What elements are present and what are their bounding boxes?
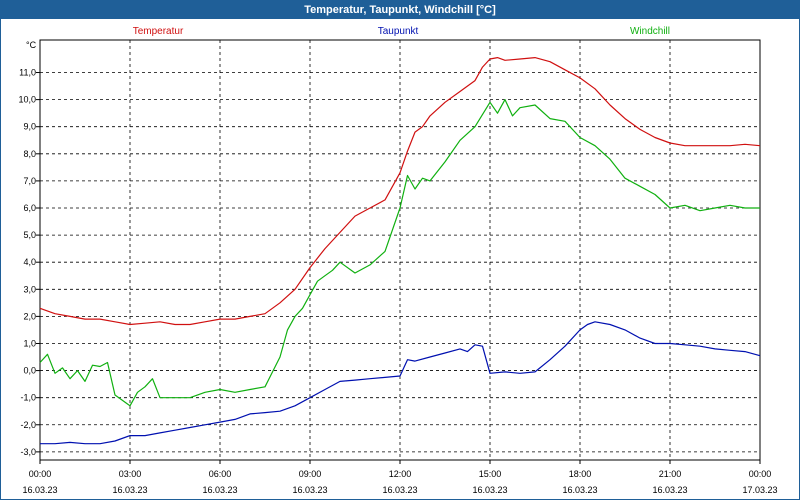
legend-windchill: Windchill <box>630 26 670 37</box>
legend: Temperatur Taupunkt Windchill <box>133 26 670 37</box>
y-tick-label: 10,0 <box>18 95 36 105</box>
y-tick-label: 4,0 <box>23 257 36 267</box>
x-tick-date: 16.03.23 <box>22 485 57 495</box>
x-tick-time: 21:00 <box>659 469 682 479</box>
x-tick-date: 16.03.23 <box>382 485 417 495</box>
y-tick-label: 0,0 <box>23 366 36 376</box>
x-tick-date: 16.03.23 <box>112 485 147 495</box>
y-tick-label: 3,0 <box>23 284 36 294</box>
x-axis: 00:00 16.03.23 03:00 16.03.23 06:00 16.03.23 0… <box>22 460 778 495</box>
y-tick-label: 1,0 <box>23 338 36 348</box>
series-line-temperatur <box>39 56 761 326</box>
x-tick-date: 16.03.23 <box>292 485 327 495</box>
y-tick-label: -1,0 <box>20 393 36 403</box>
x-tick-time: 03:00 <box>119 469 142 479</box>
y-tick-label: 2,0 <box>23 311 36 321</box>
x-tick-date: 16.03.23 <box>562 485 597 495</box>
x-tick-date: 17.03.23 <box>742 485 777 495</box>
y-tick-label: 9,0 <box>23 122 36 132</box>
x-tick-time: 00:00 <box>29 469 52 479</box>
grid-lines <box>39 39 761 461</box>
x-tick-date: 16.03.23 <box>472 485 507 495</box>
y-tick-label: -3,0 <box>20 447 36 457</box>
x-tick-date: 16.03.23 <box>652 485 687 495</box>
x-tick-time: 09:00 <box>299 469 322 479</box>
x-tick-time: 15:00 <box>479 469 502 479</box>
y-tick-label: 7,0 <box>23 176 36 186</box>
legend-temperatur: Temperatur <box>133 26 184 37</box>
x-tick-time: 12:00 <box>389 469 412 479</box>
y-axis: -3,0 -2,0 -1,0 0,0 1,0 2,0 3,0 4,0 5,0 6,0 7,0 8,0 9… <box>18 68 40 457</box>
x-tick-time: 00:00 <box>749 469 772 479</box>
series-line-taupunkt <box>40 321 761 445</box>
series-line-windchill <box>39 98 760 407</box>
y-tick-label: -2,0 <box>20 420 36 430</box>
y-tick-label: 11,0 <box>19 68 36 78</box>
x-tick-date: 16.03.23 <box>202 485 237 495</box>
chart-title: Temperatur, Taupunkt, Windchill [°C] <box>1 1 799 19</box>
legend-taupunkt: Taupunkt <box>378 26 419 37</box>
series-lines <box>39 56 761 445</box>
y-tick-label: 5,0 <box>23 230 36 240</box>
x-tick-time: 06:00 <box>209 469 232 479</box>
y-tick-label: 6,0 <box>23 203 36 213</box>
y-axis-unit: °C <box>26 40 37 50</box>
x-tick-time: 18:00 <box>569 469 592 479</box>
y-tick-label: 8,0 <box>23 149 36 159</box>
